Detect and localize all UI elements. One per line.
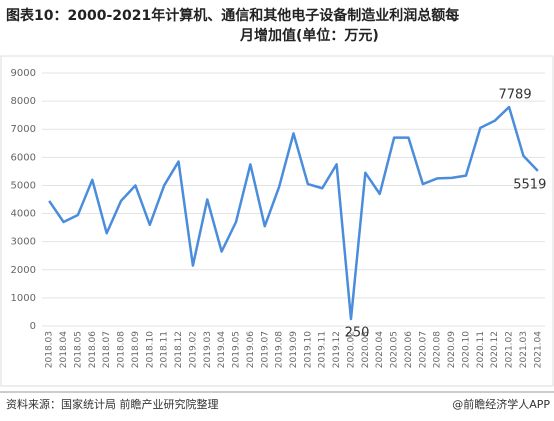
y-tick-label: 4000: [11, 209, 36, 220]
value-label: 5519: [513, 177, 546, 192]
x-tick-label: 2019.04: [217, 331, 227, 368]
credit: @前瞻经济学人APP: [452, 397, 550, 411]
y-tick-label: 1000: [11, 293, 36, 304]
x-tick-label: 2020.04: [375, 331, 385, 368]
y-tick-label: 0: [30, 321, 36, 332]
x-tick-label: 2018.07: [102, 331, 112, 368]
x-tick-label: 2019.07: [260, 331, 270, 368]
x-tick-label: 2021.04: [533, 331, 543, 368]
value-label: 250: [345, 325, 370, 340]
x-tick-label: 2020.02: [346, 331, 356, 368]
x-tick-label: 2018.10: [145, 331, 155, 368]
y-tick-label: 9000: [11, 68, 36, 79]
chart-title: 图表10：2000-2021年计算机、通信和其他电子设备制造业利润总额每: [6, 7, 459, 24]
x-tick-label: 2020.10: [461, 331, 471, 368]
chart-title: 月增加值(单位：万元): [239, 27, 379, 44]
value-label: 7789: [499, 88, 532, 103]
y-tick-label: 2000: [11, 265, 36, 276]
x-tick-label: 2020.07: [418, 331, 428, 368]
x-tick-label: 2020.06: [404, 331, 414, 368]
source: 资料来源：国家统计局 前瞻产业研究院整理: [6, 397, 219, 411]
x-tick-label: 2019.11: [318, 331, 328, 368]
x-tick-label: 2020.11: [476, 331, 486, 368]
x-tick-label: 2018.12: [174, 331, 184, 368]
x-tick-label: 2021.03: [519, 331, 529, 368]
x-tick-label: 2018.05: [73, 331, 83, 368]
x-tick-label: 2018.09: [131, 331, 141, 368]
x-tick-label: 2018.08: [117, 331, 127, 368]
x-tick-label: 2019.10: [303, 331, 313, 368]
chart-frame: [0, 55, 554, 387]
y-tick-label: 5000: [11, 180, 36, 191]
x-tick-label: 2019.05: [232, 331, 242, 368]
x-tick-label: 2019.09: [289, 331, 299, 368]
x-tick-label: 2018.03: [45, 331, 55, 368]
x-tick-label: 2018.06: [88, 331, 98, 368]
x-tick-label: 2019.08: [275, 331, 285, 368]
data-line: [48, 105, 539, 321]
x-tick-label: 2018.04: [59, 331, 69, 368]
x-tick-label: 2020.05: [390, 331, 400, 368]
x-tick-label: 2020.12: [490, 331, 500, 368]
y-tick-label: 3000: [11, 237, 36, 248]
x-tick-label: 2020.09: [447, 331, 457, 368]
x-tick-label: 2019.12: [332, 331, 342, 368]
y-tick-label: 8000: [11, 96, 36, 107]
x-tick-label: 2021.02: [505, 331, 515, 368]
x-tick-label: 2019.03: [203, 331, 213, 368]
x-tick-label: 2018.11: [160, 331, 170, 368]
x-tick-label: 2019.02: [188, 331, 198, 368]
x-tick-label: 2020.08: [433, 331, 443, 368]
x-tick-label: 2020.03: [361, 331, 371, 368]
y-tick-label: 6000: [11, 152, 36, 163]
x-tick-label: 2019.06: [246, 331, 256, 368]
y-tick-label: 7000: [11, 124, 36, 135]
